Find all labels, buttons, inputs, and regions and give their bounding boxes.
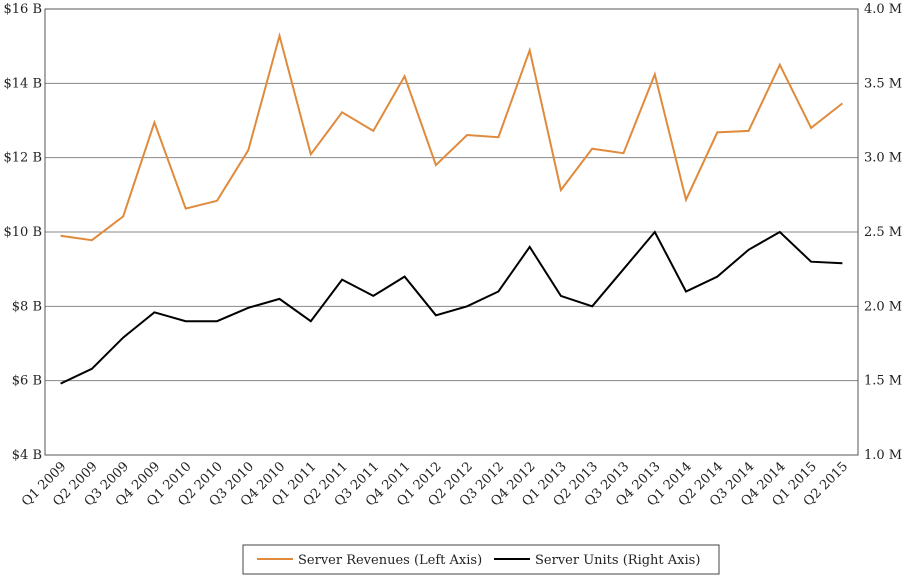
right-tick-label: 3.5 M	[864, 76, 902, 91]
left-tick-label: $6 B	[12, 374, 42, 389]
left-axis: $4 B $6 B $8 B $10 B $12 B $14 B $16 B	[4, 2, 43, 463]
plot-area-frame	[44, 8, 859, 456]
right-tick-label: 4.0 M	[864, 2, 902, 17]
left-tick-label: $10 B	[4, 225, 43, 240]
gridlines	[45, 82, 858, 382]
right-axis: 1.0 M 1.5 M 2.0 M 2.5 M 3.0 M 3.5 M 4.0 M	[864, 2, 902, 463]
left-tick-label: $14 B	[4, 76, 43, 91]
series-line-units	[60, 230, 843, 385]
legend: Server Revenues (Left Axis) Server Units…	[242, 544, 720, 575]
series-layer	[60, 31, 844, 385]
right-tick-label: 2.5 M	[864, 225, 902, 240]
left-tick-label: $4 B	[12, 448, 42, 463]
legend-label-revenues: Server Revenues (Left Axis)	[298, 553, 482, 568]
series-line-revenues	[60, 31, 844, 242]
right-tick-label: 3.0 M	[864, 151, 902, 166]
legend-label-units: Server Units (Right Axis)	[535, 553, 700, 568]
left-tick-label: $12 B	[4, 151, 43, 166]
right-tick-label: 1.5 M	[864, 374, 902, 389]
left-tick-label: $8 B	[12, 299, 42, 314]
right-tick-label: 2.0 M	[864, 299, 902, 314]
right-tick-label: 1.0 M	[864, 448, 902, 463]
left-tick-label: $16 B	[4, 2, 43, 17]
legend-box	[242, 544, 720, 575]
